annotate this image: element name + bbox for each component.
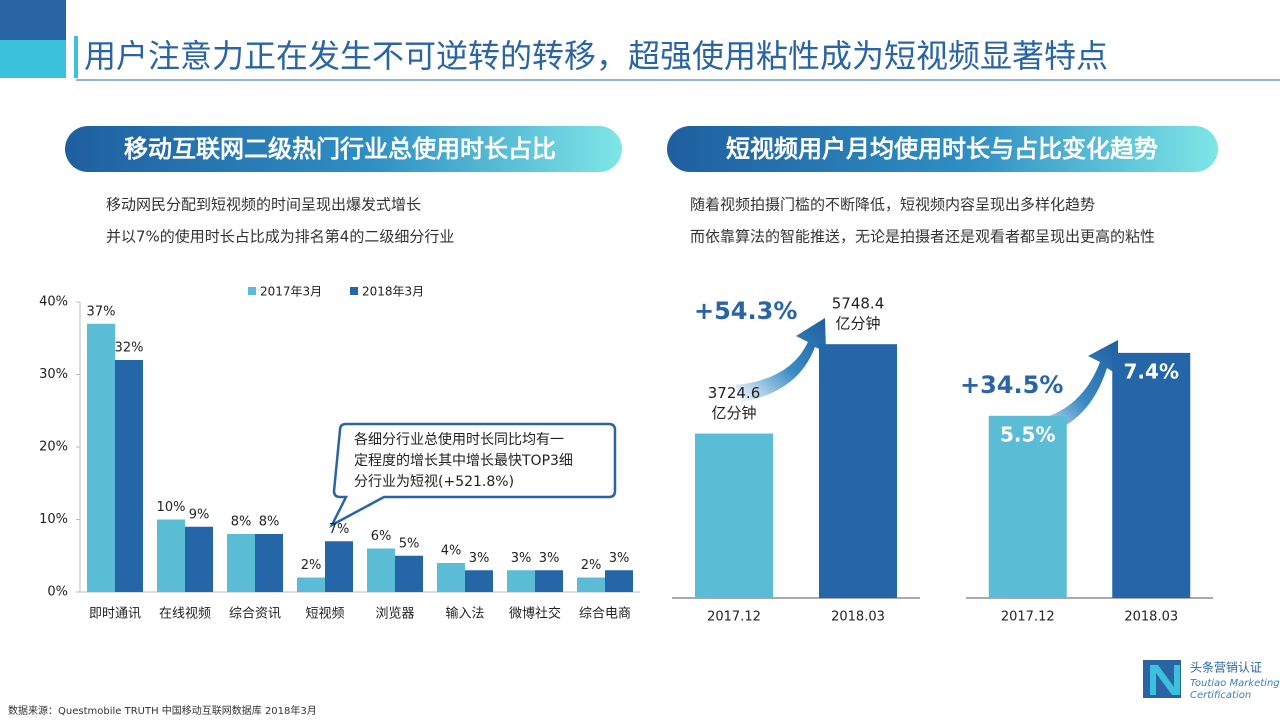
section-pill <box>667 126 1218 172</box>
value-unit: 亿分钟 <box>711 404 756 422</box>
value-label: 8% <box>231 515 252 530</box>
section-pill <box>65 126 622 172</box>
y-tick-label: 0% <box>47 585 68 600</box>
bar <box>227 534 255 592</box>
bar <box>605 570 633 592</box>
y-tick-label: 40% <box>39 295 68 310</box>
logo-english: Toutiao Marketing <box>1190 678 1280 689</box>
x-tick-label: 短视频 <box>305 607 344 622</box>
y-tick-label: 20% <box>39 440 68 455</box>
logo-mark <box>1150 665 1180 695</box>
bar <box>1112 352 1191 598</box>
corner-deco <box>0 0 66 40</box>
y-tick-label: 30% <box>39 367 68 382</box>
annotation: 各细分行业总使用时长同比均有一 <box>354 431 564 448</box>
x-tick-label: 综合资讯 <box>229 607 281 622</box>
bar <box>297 577 325 592</box>
bar <box>395 555 423 592</box>
bar <box>325 541 353 592</box>
value-label: 10% <box>157 500 186 515</box>
growth-label: +34.5% <box>960 371 1063 399</box>
legend-label: 2017年3月 <box>260 285 322 299</box>
bar <box>695 433 773 598</box>
bar <box>87 323 115 592</box>
x-tick-label: 在线视频 <box>159 607 211 622</box>
x-tick-label: 2017.12 <box>707 610 761 625</box>
bar <box>465 570 493 592</box>
section-text: 随着视频拍摄门槛的不断降低，短视频内容呈现出多样化趋势 <box>690 196 1095 214</box>
value-label: 2% <box>581 558 602 573</box>
value-label: 4% <box>441 544 462 559</box>
value-label: 6% <box>371 529 392 544</box>
x-tick-label: 2018.03 <box>831 610 885 625</box>
bar <box>819 344 897 598</box>
x-tick-label: 综合电商 <box>579 607 631 622</box>
value-label: 5748.4 <box>832 295 885 313</box>
value-label: 3% <box>469 551 490 566</box>
annotation: 分行业为短视(+521.8%) <box>354 474 514 490</box>
section-text: 移动网民分配到短视频的时间呈现出爆发式增长 <box>106 196 421 214</box>
x-tick-label: 微博社交 <box>509 606 561 622</box>
y-tick-label: 10% <box>39 512 68 527</box>
bar <box>507 570 535 592</box>
value-label: 9% <box>189 507 210 522</box>
title: 用户注意力正在发生不可逆转的转移，超强使用粘性成为短视频显著特点 <box>84 37 1108 75</box>
value-unit: 亿分钟 <box>835 315 880 333</box>
x-tick-label: 2018.03 <box>1124 610 1178 625</box>
x-tick-label: 浏览器 <box>375 606 414 622</box>
legend-swatch <box>248 287 256 295</box>
callout <box>329 422 617 528</box>
bar <box>255 534 283 592</box>
logo-name: 头条营销认证 <box>1190 661 1262 675</box>
bar <box>157 519 185 592</box>
annotation: 定程度的增长其中增长最快TOP3细 <box>354 453 573 469</box>
growth-label: +54.3% <box>694 297 797 325</box>
corner-deco <box>0 40 66 78</box>
bar <box>185 526 213 592</box>
value-label: 7% <box>329 522 350 537</box>
source-note: 数据来源：Questmobile TRUTH 中国移动互联网数据库 2018年3… <box>8 704 317 717</box>
value-label: 2% <box>301 558 322 573</box>
section-heading: 移动互联网二级热门行业总使用时长占比 <box>124 135 556 163</box>
legend-swatch <box>350 287 358 295</box>
bar <box>988 415 1067 598</box>
logo-english: Certification <box>1190 690 1251 701</box>
bar <box>115 360 143 592</box>
value-label: 32% <box>115 341 144 356</box>
value-label: 3% <box>609 551 630 566</box>
value-label: 37% <box>87 304 116 319</box>
value-label: 3% <box>539 551 560 566</box>
value-label: 5% <box>399 536 420 551</box>
title-bar <box>74 36 78 78</box>
x-tick-label: 即时通讯 <box>89 607 141 622</box>
x-tick-label: 2017.12 <box>1001 610 1055 625</box>
section-heading: 短视频用户月均使用时长与占比变化趋势 <box>726 135 1158 163</box>
section-text: 而依靠算法的智能推送，无论是拍摄者还是观看者都呈现出更高的粘性 <box>690 228 1155 246</box>
bar <box>577 577 605 592</box>
value-label: 3724.6 <box>708 384 761 402</box>
value-label: 5.5% <box>1000 422 1055 446</box>
legend-label: 2018年3月 <box>362 285 424 299</box>
section-text: 并以7%的使用时长占比成为排名第4的二级细分行业 <box>106 228 454 246</box>
logo: 头条营销认证 Toutiao Marketing Certification <box>1143 660 1280 701</box>
value-label: 7.4% <box>1124 359 1179 383</box>
bar <box>367 548 395 592</box>
growth-arrow <box>735 318 826 402</box>
value-label: 8% <box>259 515 280 530</box>
bar <box>437 563 465 592</box>
bar <box>535 570 563 592</box>
x-tick-label: 输入法 <box>445 606 484 622</box>
value-label: 3% <box>511 551 532 566</box>
